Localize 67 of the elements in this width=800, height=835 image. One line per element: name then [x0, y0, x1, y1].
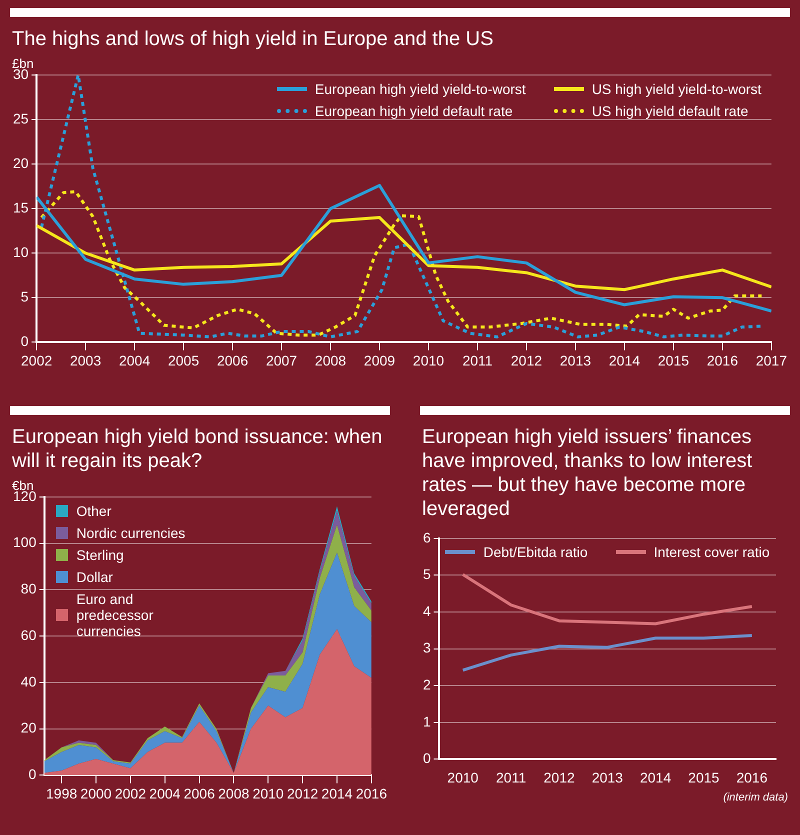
y-tick-label: 4 — [422, 602, 431, 619]
x-tick-label: 2012 — [286, 785, 318, 802]
x-tick-label: 2012 — [544, 769, 575, 786]
x-tick-label: 2009 — [364, 352, 396, 368]
legend-label: Other — [76, 503, 112, 519]
legend-label: Interest cover ratio — [654, 544, 770, 560]
x-tick-label: 2011 — [496, 769, 526, 786]
y-tick-label: 10 — [12, 244, 29, 260]
x-tick-label: 2006 — [184, 785, 216, 802]
y-tick-label: 40 — [20, 673, 37, 690]
text: (interim data) — [723, 792, 788, 804]
chart-title: The highs and lows of high yield in Europe and the US — [12, 27, 494, 51]
x-tick-label: 2002 — [20, 352, 52, 368]
x-tick-label: 2016 — [356, 785, 388, 802]
x-tick-label: 2015 — [658, 352, 690, 368]
legend-label: Nordic currencies — [76, 525, 186, 541]
x-tick-label: 2014 — [608, 352, 640, 368]
y-tick-label: 20 — [20, 720, 37, 736]
chart-title: European high yield bond issuance: when will it regain its peak? — [12, 425, 384, 473]
y-tick-label: 2 — [422, 676, 431, 692]
x-tick-label: 2004 — [149, 785, 181, 802]
y-tick-label: 5 — [20, 288, 29, 305]
legend-label: Debt/Ebitda ratio — [483, 544, 588, 560]
x-tick-label: 2013 — [560, 352, 592, 368]
legend-label: Euro and predecessor currencies — [76, 591, 154, 639]
x-tick-label: 2004 — [118, 352, 150, 368]
x-tick-label: 2013 — [592, 769, 624, 786]
x-tick-label: 2008 — [218, 785, 250, 802]
y-tick-label: 0 — [422, 750, 431, 766]
x-tick-label: 2000 — [80, 785, 112, 802]
y-tick-label: 0 — [20, 333, 29, 350]
y-tick-label: 15 — [12, 199, 29, 216]
legend-label: Dollar — [76, 569, 113, 585]
x-tick-label: 2007 — [266, 352, 298, 368]
x-tick-label: 2006 — [216, 352, 248, 368]
legend-label: US high yield default rate — [592, 103, 748, 119]
x-tick-label: 2010 — [412, 352, 444, 368]
y-tick-label: 25 — [12, 110, 29, 126]
x-tick-label: 2014 — [321, 785, 353, 802]
legend-label: European high yield default rate — [314, 103, 513, 119]
x-tick-label: 2005 — [168, 352, 200, 368]
y-tick-label: 1 — [422, 713, 431, 730]
x-tick-label: 2010 — [252, 785, 284, 802]
y-tick-label: 6 — [422, 529, 431, 546]
x-tick-label: 2015 — [688, 769, 720, 786]
x-tick-label: 2017 — [756, 352, 788, 368]
legend-label: Sterling — [76, 547, 124, 563]
x-tick-label: 2011 — [462, 352, 493, 368]
x-tick-label: 2016 — [706, 352, 738, 368]
x-tick-label: 2003 — [70, 352, 102, 368]
x-tick-label: 2016 — [736, 769, 768, 786]
x-tick-label: 2002 — [114, 785, 146, 802]
x-tick-label: 2010 — [447, 769, 479, 786]
y-tick-label: 0 — [28, 766, 37, 782]
y-tick-label: 20 — [12, 154, 29, 171]
y-tick-label: 5 — [422, 566, 431, 582]
y-tick-label: 60 — [20, 626, 37, 643]
legend-label: European high yield yield-to-worst — [314, 81, 526, 97]
chart-title: European high yield issuers’ finances have improved, thanks to low interest rates — but they have become more leveraged — [422, 425, 754, 521]
y-tick-label: 3 — [422, 640, 431, 656]
legend-label: US high yield yield-to-worst — [592, 81, 762, 97]
x-tick-label: 2012 — [510, 352, 542, 368]
x-tick-label: 1998 — [46, 785, 78, 802]
y-tick-label: 100 — [13, 534, 37, 550]
x-tick-label: 2014 — [640, 769, 672, 786]
y-tick-label: 80 — [20, 580, 37, 597]
x-tick-label: 2008 — [314, 352, 346, 368]
